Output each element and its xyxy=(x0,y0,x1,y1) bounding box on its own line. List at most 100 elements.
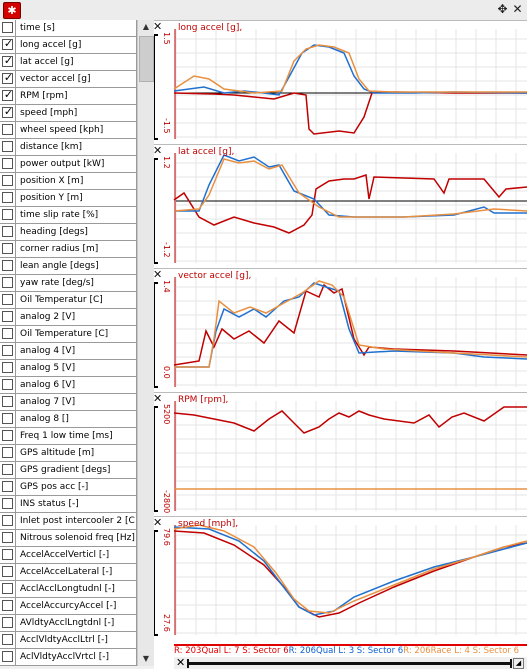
channel-checkbox[interactable] xyxy=(2,311,13,322)
channel-checkbox[interactable] xyxy=(2,481,13,492)
channel-checkbox[interactable]: ✓ xyxy=(2,37,13,50)
channel-checkbox[interactable] xyxy=(2,260,13,271)
channel-row[interactable]: analog 7 [V] xyxy=(0,394,136,411)
app-logo-icon[interactable]: ✱ xyxy=(3,2,21,19)
chart-panel[interactable]: ✕ vector accel [g], 1.4 0.0 xyxy=(153,268,527,393)
channel-checkbox[interactable]: ✓ xyxy=(2,71,13,84)
channel-checkbox[interactable] xyxy=(2,124,13,135)
channel-row[interactable]: INS status [-] xyxy=(0,496,136,513)
channel-checkbox[interactable]: ✓ xyxy=(2,88,13,101)
channel-row[interactable]: heading [degs] xyxy=(0,224,136,241)
y-axis-scale[interactable] xyxy=(154,158,158,264)
channel-checkbox[interactable] xyxy=(2,22,13,33)
channel-checkbox[interactable] xyxy=(2,651,13,662)
channel-checkbox[interactable] xyxy=(2,192,13,203)
channel-checkbox[interactable] xyxy=(2,515,13,526)
range-end-handle[interactable] xyxy=(510,659,512,668)
channel-row[interactable]: GPS gradient [degs] xyxy=(0,462,136,479)
channel-row[interactable]: analog 8 [] xyxy=(0,411,136,428)
channel-checkbox[interactable] xyxy=(2,464,13,475)
channel-checkbox[interactable] xyxy=(2,549,13,560)
channel-row[interactable]: Freq 1 low time [ms] xyxy=(0,428,136,445)
channel-checkbox[interactable] xyxy=(2,362,13,373)
y-axis-scale[interactable] xyxy=(154,406,158,512)
close-icon[interactable]: ✕ xyxy=(176,656,186,669)
channel-checkbox[interactable] xyxy=(2,277,13,288)
channel-row[interactable]: lean angle [degs] xyxy=(0,258,136,275)
chart-canvas[interactable] xyxy=(154,393,527,517)
channel-row[interactable]: corner radius [m] xyxy=(0,241,136,258)
channel-row[interactable]: time [s] xyxy=(0,20,136,37)
channel-checkbox[interactable] xyxy=(2,328,13,339)
channel-checkbox[interactable]: ✓ xyxy=(2,105,13,118)
channel-row[interactable]: Nitrous solenoid freq [Hz] xyxy=(0,530,136,547)
channel-row[interactable]: ✓ speed [mph] xyxy=(0,105,136,122)
channel-checkbox[interactable] xyxy=(2,617,13,628)
channel-row[interactable]: ✓ vector accel [g] xyxy=(0,71,136,88)
channel-checkbox[interactable]: ✓ xyxy=(2,54,13,67)
close-icon[interactable]: ✕ xyxy=(512,2,523,16)
chart-canvas[interactable] xyxy=(154,145,527,269)
channel-checkbox[interactable] xyxy=(2,498,13,509)
channel-row[interactable]: ✓ lat accel [g] xyxy=(0,54,136,71)
channel-checkbox[interactable] xyxy=(2,413,13,424)
channel-row[interactable]: distance [km] xyxy=(0,139,136,156)
channel-row[interactable]: analog 5 [V] xyxy=(0,360,136,377)
channel-row[interactable]: analog 4 [V] xyxy=(0,343,136,360)
channel-row[interactable]: time slip rate [%] xyxy=(0,207,136,224)
panel-close-icon[interactable]: ✕ xyxy=(153,516,163,529)
channel-checkbox[interactable] xyxy=(2,532,13,543)
y-axis-scale[interactable] xyxy=(154,282,158,388)
channel-list-scrollbar[interactable]: ▲ ▼ xyxy=(137,20,154,666)
channel-row[interactable]: GPS altitude [m] xyxy=(0,445,136,462)
channel-checkbox[interactable] xyxy=(2,634,13,645)
channel-checkbox[interactable] xyxy=(2,600,13,611)
channel-row[interactable]: power output [kW] xyxy=(0,156,136,173)
scroll-thumb[interactable] xyxy=(139,36,154,82)
channel-row[interactable]: wheel speed [kph] xyxy=(0,122,136,139)
channel-checkbox[interactable] xyxy=(2,158,13,169)
resize-grip-icon[interactable]: ◢ xyxy=(513,658,524,669)
channel-row[interactable]: GPS pos acc [-] xyxy=(0,479,136,496)
channel-row[interactable]: Oil Temperatur [C] xyxy=(0,292,136,309)
channel-checkbox[interactable] xyxy=(2,209,13,220)
panel-close-icon[interactable]: ✕ xyxy=(153,392,163,405)
channel-row[interactable]: AccelAccelVerticl [-] xyxy=(0,547,136,564)
channel-checkbox[interactable] xyxy=(2,379,13,390)
channel-checkbox[interactable] xyxy=(2,430,13,441)
scroll-down-arrow-icon[interactable]: ▼ xyxy=(142,654,150,663)
chart-panel[interactable]: ✕ lat accel [g], 1.2 -1.2 xyxy=(153,144,527,269)
chart-canvas[interactable] xyxy=(154,21,527,145)
channel-row[interactable]: AccelAccurcyAccel [-] xyxy=(0,598,136,615)
channel-checkbox[interactable] xyxy=(2,226,13,237)
channel-row[interactable]: ✓ long accel [g] xyxy=(0,37,136,54)
channel-row[interactable]: yaw rate [deg/s] xyxy=(0,275,136,292)
channel-row[interactable]: position Y [m] xyxy=(0,190,136,207)
channel-row[interactable]: position X [m] xyxy=(0,173,136,190)
panel-close-icon[interactable]: ✕ xyxy=(153,268,163,281)
channel-row[interactable]: Oil Temperature [C] xyxy=(0,326,136,343)
channel-checkbox[interactable] xyxy=(2,141,13,152)
channel-row[interactable]: Inlet post intercooler 2 [C] xyxy=(0,513,136,530)
y-axis-scale[interactable] xyxy=(154,34,158,140)
y-axis-scale[interactable] xyxy=(154,530,158,636)
channel-checkbox[interactable] xyxy=(2,447,13,458)
channel-row[interactable]: AcclVldtyAcclLtrl [-] xyxy=(0,632,136,649)
channel-row[interactable]: AcclAcclLongtudnl [-] xyxy=(0,581,136,598)
chart-panel[interactable]: ✕ speed [mph], 79.6 27.6 xyxy=(153,516,527,641)
channel-checkbox[interactable] xyxy=(2,566,13,577)
channel-row[interactable]: AVldtyAcclLngtdnl [-] xyxy=(0,615,136,632)
channel-row[interactable]: ✓ RPM [rpm] xyxy=(0,88,136,105)
chart-canvas[interactable] xyxy=(154,517,527,641)
channel-checkbox[interactable] xyxy=(2,294,13,305)
channel-checkbox[interactable] xyxy=(2,396,13,407)
move-icon[interactable]: ✥ xyxy=(497,2,508,16)
channel-row[interactable]: AccelAccelLateral [-] xyxy=(0,564,136,581)
chart-panel[interactable]: ✕ long accel [g], 1.5 -1.5 xyxy=(153,20,527,145)
chart-canvas[interactable] xyxy=(154,269,527,393)
panel-close-icon[interactable]: ✕ xyxy=(153,20,163,33)
range-bar[interactable] xyxy=(188,662,510,665)
channel-row[interactable]: analog 6 [V] xyxy=(0,377,136,394)
channel-row[interactable]: AclVldtyAcclVrtcl [-] xyxy=(0,649,136,666)
channel-row[interactable]: analog 2 [V] xyxy=(0,309,136,326)
